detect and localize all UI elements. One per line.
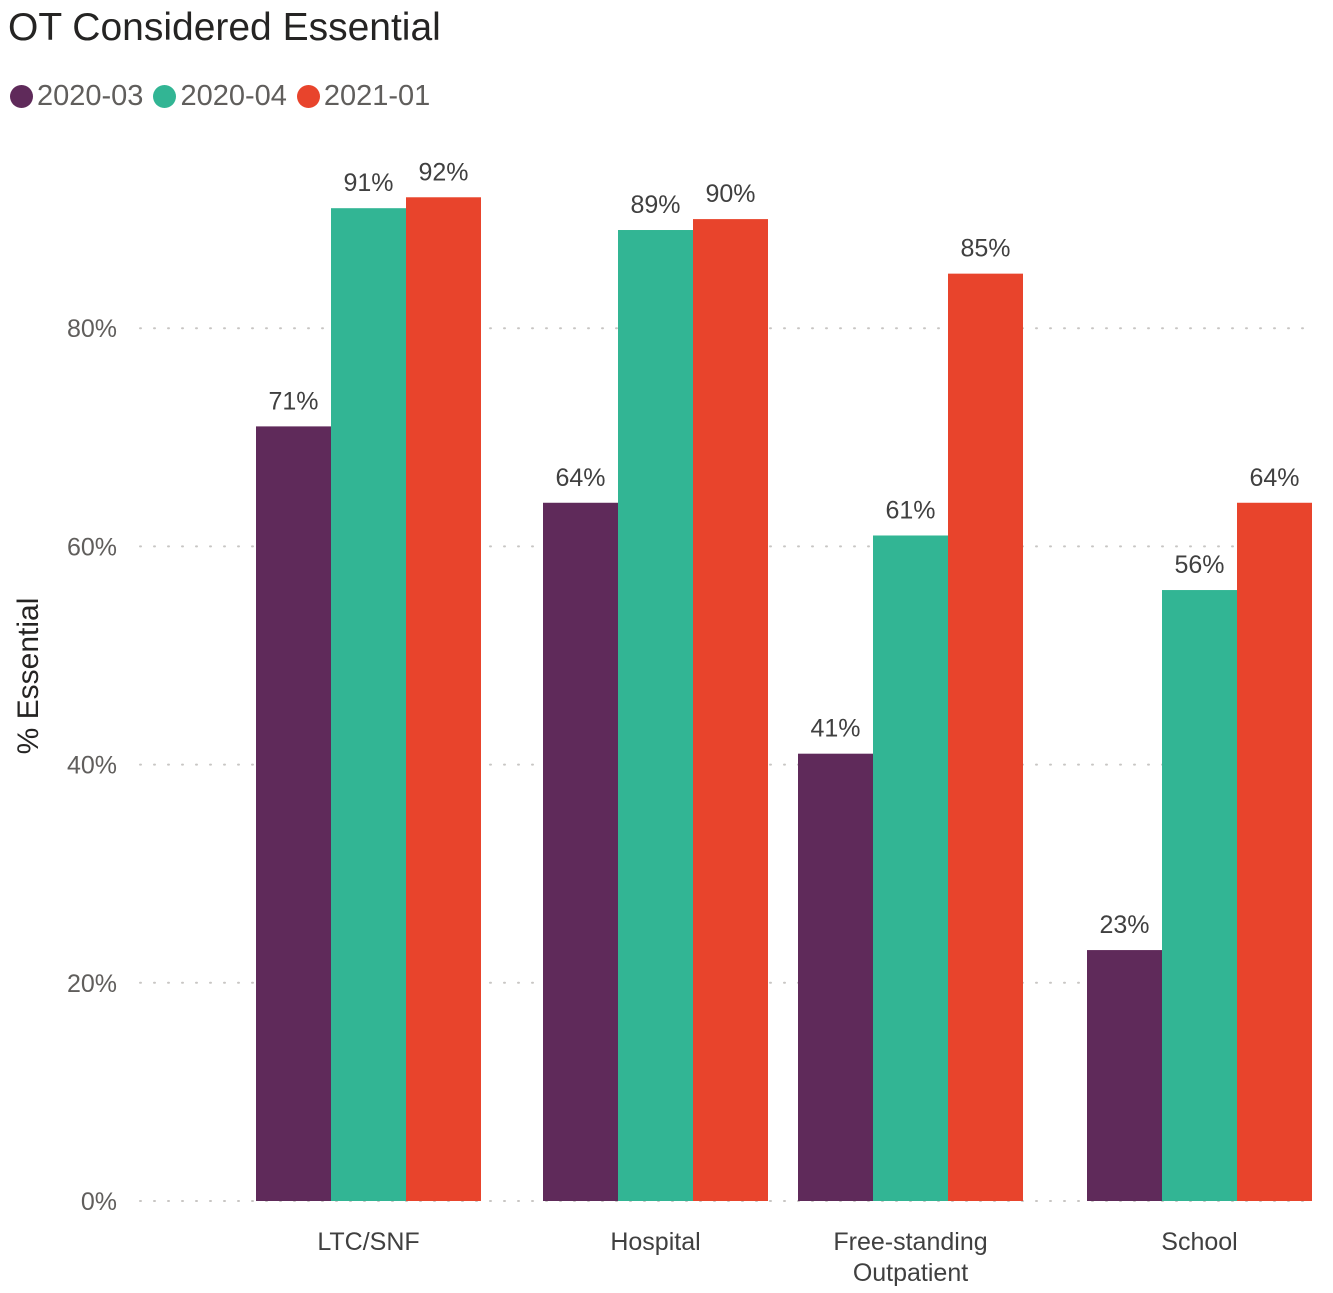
bar[interactable] <box>1087 950 1162 1201</box>
legend-marker-icon <box>10 85 33 108</box>
legend-label: 2021-01 <box>323 80 431 112</box>
legend: 2020-03 2020-04 2021-01 <box>10 80 440 113</box>
x-axis-labels: LTC/SNF Hospital Free-standing Outpatient Sc… <box>317 1228 1237 1287</box>
bar[interactable] <box>1162 590 1237 1201</box>
x-tick-label: Outpatient <box>853 1259 968 1287</box>
bar[interactable] <box>798 753 873 1201</box>
legend-marker-icon <box>153 85 177 108</box>
bars <box>256 197 1312 1202</box>
bar[interactable] <box>406 197 481 1201</box>
data-label: 61% <box>885 496 935 524</box>
data-label: 91% <box>343 169 393 197</box>
data-label: 89% <box>630 191 680 219</box>
y-axis-label: % Essential <box>12 598 45 755</box>
y-tick-label: 80% <box>67 315 117 343</box>
x-tick-label: School <box>1161 1228 1237 1256</box>
data-label: 56% <box>1174 551 1224 579</box>
bar[interactable] <box>1237 502 1312 1201</box>
legend-label: 2020-03 <box>37 80 144 112</box>
legend-marker-icon <box>296 85 320 108</box>
bar[interactable] <box>256 426 331 1201</box>
legend-label: 2020-04 <box>180 80 287 112</box>
y-tick-label: 0% <box>81 1188 117 1216</box>
data-label: 64% <box>1249 464 1299 492</box>
x-tick-label: LTC/SNF <box>317 1228 419 1256</box>
legend-item-2020-03[interactable]: 2020-03 <box>10 80 143 113</box>
bar[interactable] <box>693 219 768 1202</box>
data-label: 92% <box>418 158 468 186</box>
data-label: 23% <box>1099 911 1149 939</box>
data-label: 64% <box>555 464 605 492</box>
x-tick-label: Free-standing <box>833 1228 987 1256</box>
bar[interactable] <box>618 230 693 1201</box>
y-tick-label: 60% <box>67 533 117 561</box>
x-tick-label: Hospital <box>610 1228 700 1256</box>
data-label: 85% <box>960 235 1010 263</box>
chart-title: OT Considered Essential <box>8 6 441 49</box>
y-axis-ticks: 0% 20% 40% 60% 80% <box>67 315 117 1216</box>
data-labels: 71% 91% 92% 64% 89% 90% 41% 61% 85% 23% 56% 64% <box>268 158 1299 939</box>
bar[interactable] <box>948 273 1023 1201</box>
bar[interactable] <box>873 535 948 1201</box>
data-label: 90% <box>705 180 755 208</box>
bar[interactable] <box>543 502 618 1201</box>
data-label: 41% <box>810 715 860 743</box>
legend-item-2021-01[interactable]: 2021-01 <box>296 80 431 113</box>
y-tick-label: 20% <box>67 970 117 998</box>
y-tick-label: 40% <box>67 752 117 780</box>
data-label: 71% <box>268 387 318 415</box>
bar[interactable] <box>331 208 406 1201</box>
legend-item-2020-04[interactable]: 2020-04 <box>153 80 287 113</box>
